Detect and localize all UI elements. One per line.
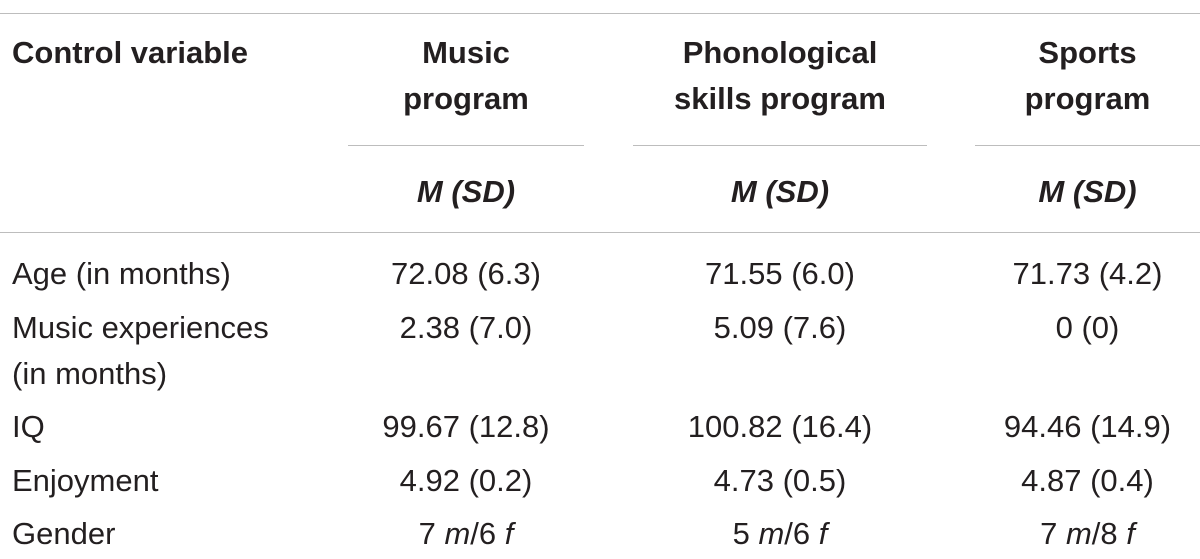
gender-phonological-m-unit: m xyxy=(758,516,785,551)
gender-phonological-m-count: 5 xyxy=(732,516,750,551)
gender-phonological-sep: / xyxy=(784,516,793,551)
gender-phonological-f-unit: f xyxy=(818,516,828,551)
subheader-phonological: M (SD) xyxy=(730,174,830,209)
phonological-column-rule xyxy=(633,145,927,146)
cell-iq-music: 99.67 (12.8) xyxy=(382,409,550,444)
gender-sports-f-unit: f xyxy=(1126,516,1135,551)
cell-enjoyment-phonological: 4.73 (0.5) xyxy=(713,463,847,498)
cell-music-experiences-sports: 0 (0) xyxy=(1055,310,1120,345)
cell-enjoyment-music: 4.92 (0.2) xyxy=(399,463,533,498)
cell-music-experiences-music: 2.38 (7.0) xyxy=(399,310,533,345)
header-bottom-rule xyxy=(0,232,1200,233)
gender-sports-m-unit: m xyxy=(1065,516,1092,551)
table-top-rule xyxy=(0,13,1200,14)
header-music-line-2: program xyxy=(403,81,529,116)
cell-gender-phonological: 5 m/6 f xyxy=(633,511,927,557)
row-label-music-experiences-line-2: (in months) xyxy=(12,356,168,391)
row-label-age: Age (in months) xyxy=(12,256,231,291)
cell-enjoyment-sports: 4.87 (0.4) xyxy=(1021,463,1154,498)
header-music-line-1: Music xyxy=(422,35,510,70)
gender-sports-m-count: 7 xyxy=(1040,516,1058,551)
gender-music-m-count: 7 xyxy=(418,516,436,551)
cell-age-phonological: 71.55 (6.0) xyxy=(705,256,855,291)
row-label-gender: Gender xyxy=(12,516,116,551)
gender-sports-sep: / xyxy=(1091,516,1101,551)
cell-gender-music: 7 m/6 f xyxy=(348,511,584,557)
row-label-iq: IQ xyxy=(12,409,45,444)
gender-phonological-f-count: 6 xyxy=(792,516,811,551)
header-phonological-line-1: Phonological xyxy=(682,35,878,70)
gender-music-f-unit: f xyxy=(504,516,514,551)
header-music-program: Music program xyxy=(348,30,584,122)
gender-music-m-unit: m xyxy=(444,516,471,551)
header-sports-line-2: program xyxy=(1024,81,1151,116)
cell-iq-sports: 94.46 (14.9) xyxy=(1003,409,1172,444)
row-label-music-experiences: Music experiences (in months) xyxy=(12,305,269,397)
cell-music-experiences-phonological: 5.09 (7.6) xyxy=(713,310,847,345)
cell-gender-sports: 7 m/8 f xyxy=(975,511,1200,557)
header-sports-line-1: Sports xyxy=(1038,35,1137,70)
music-column-rule xyxy=(348,145,584,146)
subheader-sports: M (SD) xyxy=(1038,174,1137,209)
gender-sports-f-count: 8 xyxy=(1100,516,1118,551)
subheader-music: M (SD) xyxy=(416,174,516,209)
header-control-variable: Control variable xyxy=(12,35,248,70)
cell-iq-phonological: 100.82 (16.4) xyxy=(687,409,873,444)
header-sports-program: Sports program xyxy=(975,30,1200,122)
row-label-enjoyment: Enjoyment xyxy=(12,463,159,498)
cell-age-music: 72.08 (6.3) xyxy=(391,256,541,291)
sports-column-rule xyxy=(975,145,1200,146)
gender-music-sep: / xyxy=(470,516,479,551)
header-phonological-program: Phonological skills program xyxy=(633,30,927,122)
header-phonological-line-2: skills program xyxy=(674,81,886,116)
cell-age-sports: 71.73 (4.2) xyxy=(1012,256,1163,291)
row-label-music-experiences-line-1: Music experiences xyxy=(12,310,269,345)
gender-music-f-count: 6 xyxy=(478,516,497,551)
